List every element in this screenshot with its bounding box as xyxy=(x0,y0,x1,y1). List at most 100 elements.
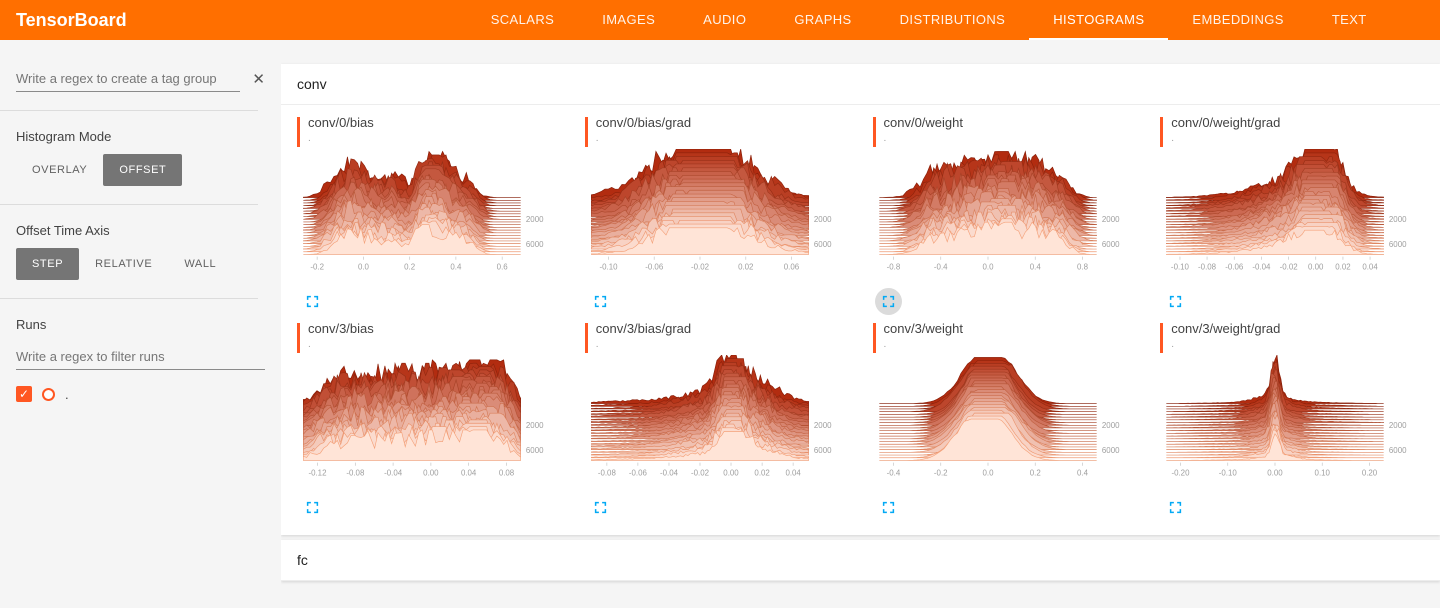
tab-scalars[interactable]: SCALARS xyxy=(490,12,555,27)
chart-title: conv/0/bias/grad xyxy=(595,115,692,130)
tab-graphs[interactable]: GRAPHS xyxy=(794,12,852,27)
svg-text:2000: 2000 xyxy=(814,421,832,430)
svg-text:6000: 6000 xyxy=(1389,446,1407,455)
chart-run-name: . xyxy=(883,133,887,144)
section-title-conv[interactable]: conv xyxy=(281,64,1440,105)
svg-text:0.4: 0.4 xyxy=(450,262,462,271)
chart-title: conv/3/bias/grad xyxy=(595,321,692,337)
run-item: ✓. xyxy=(16,386,265,402)
histogram-plot[interactable]: -0.12 -0.08 -0.04 0.00 0.04 0.08 2000 6000 xyxy=(297,355,561,492)
offset-time-axis-relative-button[interactable]: RELATIVE xyxy=(79,248,168,280)
svg-text:-0.08: -0.08 xyxy=(598,468,617,477)
svg-text:-0.06: -0.06 xyxy=(645,262,664,271)
plot-area-conv-0-weight: -0.8 -0.4 0.0 0.4 0.8 2000 6000 xyxy=(873,149,1137,286)
divider xyxy=(0,298,258,299)
run-accent-bar xyxy=(1160,323,1164,354)
histogram-plot[interactable]: -0.20 -0.10 0.00 0.10 0.20 2000 6000 xyxy=(1160,355,1424,492)
histogram-plot[interactable]: -0.8 -0.4 0.0 0.4 0.8 2000 6000 xyxy=(873,149,1137,286)
chart-footer xyxy=(875,494,1137,521)
chart-header: conv/3/bias/grad. xyxy=(584,321,849,354)
svg-text:-0.08: -0.08 xyxy=(346,468,365,477)
charts-grid: conv/0/bias. -0.2 0.0 0.2 0.4 0.6 2000 6000 conv… xyxy=(281,105,1440,535)
fullscreen-icon xyxy=(594,502,606,514)
svg-text:0.00: 0.00 xyxy=(423,468,439,477)
svg-text:2000: 2000 xyxy=(1101,215,1119,224)
run-accent-bar xyxy=(872,323,876,354)
plot-area-conv-3-bias-grad: -0.08 -0.06 -0.04 -0.02 0.00 0.02 0.04 2000 6000 xyxy=(585,355,849,492)
tab-text[interactable]: TEXT xyxy=(1331,12,1367,27)
chart-title: conv/3/bias xyxy=(308,321,374,337)
svg-text:0.02: 0.02 xyxy=(754,468,769,477)
fullscreen-icon xyxy=(882,502,894,514)
run-color-swatch[interactable] xyxy=(42,387,55,401)
tab-embeddings[interactable]: EMBEDDINGS xyxy=(1192,12,1284,27)
chart-footer xyxy=(874,288,1137,316)
svg-text:-0.02: -0.02 xyxy=(1280,262,1298,271)
expand-button-conv-0-bias-grad[interactable] xyxy=(587,288,614,315)
chart-footer xyxy=(299,288,561,315)
svg-text:0.04: 0.04 xyxy=(461,468,477,477)
expand-button-conv-0-bias[interactable] xyxy=(299,288,326,315)
histogram-plot[interactable]: -0.10 -0.06 -0.02 0.02 0.06 2000 6000 xyxy=(585,149,849,286)
run-checkbox[interactable]: ✓ xyxy=(16,386,32,402)
chart-card-conv-0-bias-grad: conv/0/bias/grad. -0.10 -0.06 -0.02 0.02 0.06… xyxy=(584,115,849,315)
offset-time-axis-wall-button[interactable]: WALL xyxy=(168,248,232,280)
tag-filter-input[interactable] xyxy=(16,66,241,92)
svg-text:0.08: 0.08 xyxy=(499,468,515,477)
plot-area-conv-0-weight-grad: -0.10 -0.08 -0.06 -0.04 -0.02 0.00 0.02 0.04 200… xyxy=(1160,149,1424,286)
tab-images[interactable]: IMAGES xyxy=(602,12,656,27)
histogram-plot[interactable]: -0.08 -0.06 -0.04 -0.02 0.00 0.02 0.04 2000 6000 xyxy=(585,355,849,492)
chart-header: conv/0/bias/grad. xyxy=(584,115,849,147)
app-title: TensorBoard xyxy=(16,9,127,30)
offset-time-axis-step-button[interactable]: STEP xyxy=(16,248,80,280)
tab-histograms[interactable]: HISTOGRAMS xyxy=(1029,0,1168,40)
svg-text:0.2: 0.2 xyxy=(1029,468,1040,477)
section-title-fc[interactable]: fc xyxy=(281,540,1440,582)
close-icon[interactable]: ✕ xyxy=(252,71,265,88)
svg-text:-0.08: -0.08 xyxy=(1198,262,1217,271)
chart-card-conv-3-bias-grad: conv/3/bias/grad. -0.08 -0.06 -0.04 -0.02 0.0… xyxy=(584,321,849,521)
expand-button-conv-3-weight-grad[interactable] xyxy=(1162,494,1189,521)
chart-title: conv/0/weight xyxy=(883,115,964,130)
expand-button-conv-3-weight[interactable] xyxy=(875,494,902,521)
fullscreen-icon xyxy=(306,296,319,308)
svg-text:-0.8: -0.8 xyxy=(886,262,900,271)
svg-text:0.20: 0.20 xyxy=(1362,468,1378,477)
histogram-plot[interactable]: -0.2 0.0 0.2 0.4 0.6 2000 6000 xyxy=(297,149,561,286)
svg-text:0.00: 0.00 xyxy=(723,468,739,477)
svg-text:2000: 2000 xyxy=(814,215,832,224)
expand-button-conv-0-weight-grad[interactable] xyxy=(1162,288,1189,315)
svg-text:-0.4: -0.4 xyxy=(886,468,900,477)
svg-text:-0.04: -0.04 xyxy=(1253,262,1272,271)
svg-text:-0.10: -0.10 xyxy=(1171,262,1190,271)
svg-text:-0.2: -0.2 xyxy=(310,262,324,271)
tab-audio[interactable]: AUDIO xyxy=(703,12,747,27)
run-accent-bar xyxy=(1160,117,1164,147)
runs-filter-input[interactable] xyxy=(16,344,265,370)
tab-distributions[interactable]: DISTRIBUTIONS xyxy=(899,12,1006,27)
histogram-mode-offset-button[interactable]: OFFSET xyxy=(103,154,183,186)
chart-run-name: . xyxy=(308,133,311,144)
svg-text:0.2: 0.2 xyxy=(404,262,415,271)
histogram-mode-label: Histogram Mode xyxy=(16,129,112,144)
expand-button-conv-3-bias-grad[interactable] xyxy=(587,494,614,521)
svg-text:2000: 2000 xyxy=(526,421,544,430)
histogram-plot[interactable]: -0.4 -0.2 0.0 0.2 0.4 2000 6000 xyxy=(873,355,1137,492)
svg-text:-0.20: -0.20 xyxy=(1172,468,1191,477)
chart-header: conv/0/bias. xyxy=(297,115,561,147)
histogram-mode-overlay-button[interactable]: OVERLAY xyxy=(16,154,103,186)
svg-text:6000: 6000 xyxy=(814,240,832,249)
chart-title: conv/0/bias xyxy=(308,115,374,130)
chart-footer xyxy=(587,494,849,521)
svg-text:2000: 2000 xyxy=(1389,215,1407,224)
svg-text:6000: 6000 xyxy=(814,446,832,455)
expand-button-conv-0-weight[interactable] xyxy=(874,288,902,316)
chart-run-name: . xyxy=(595,339,599,351)
svg-text:0.02: 0.02 xyxy=(738,262,753,271)
histogram-plot[interactable]: -0.10 -0.08 -0.06 -0.04 -0.02 0.00 0.02 0.04 200… xyxy=(1160,149,1424,286)
expand-button-conv-3-bias[interactable] xyxy=(299,494,326,521)
svg-text:-0.04: -0.04 xyxy=(660,468,679,477)
svg-text:2000: 2000 xyxy=(1389,421,1407,430)
svg-text:6000: 6000 xyxy=(526,446,544,455)
chart-run-name: . xyxy=(595,133,599,144)
